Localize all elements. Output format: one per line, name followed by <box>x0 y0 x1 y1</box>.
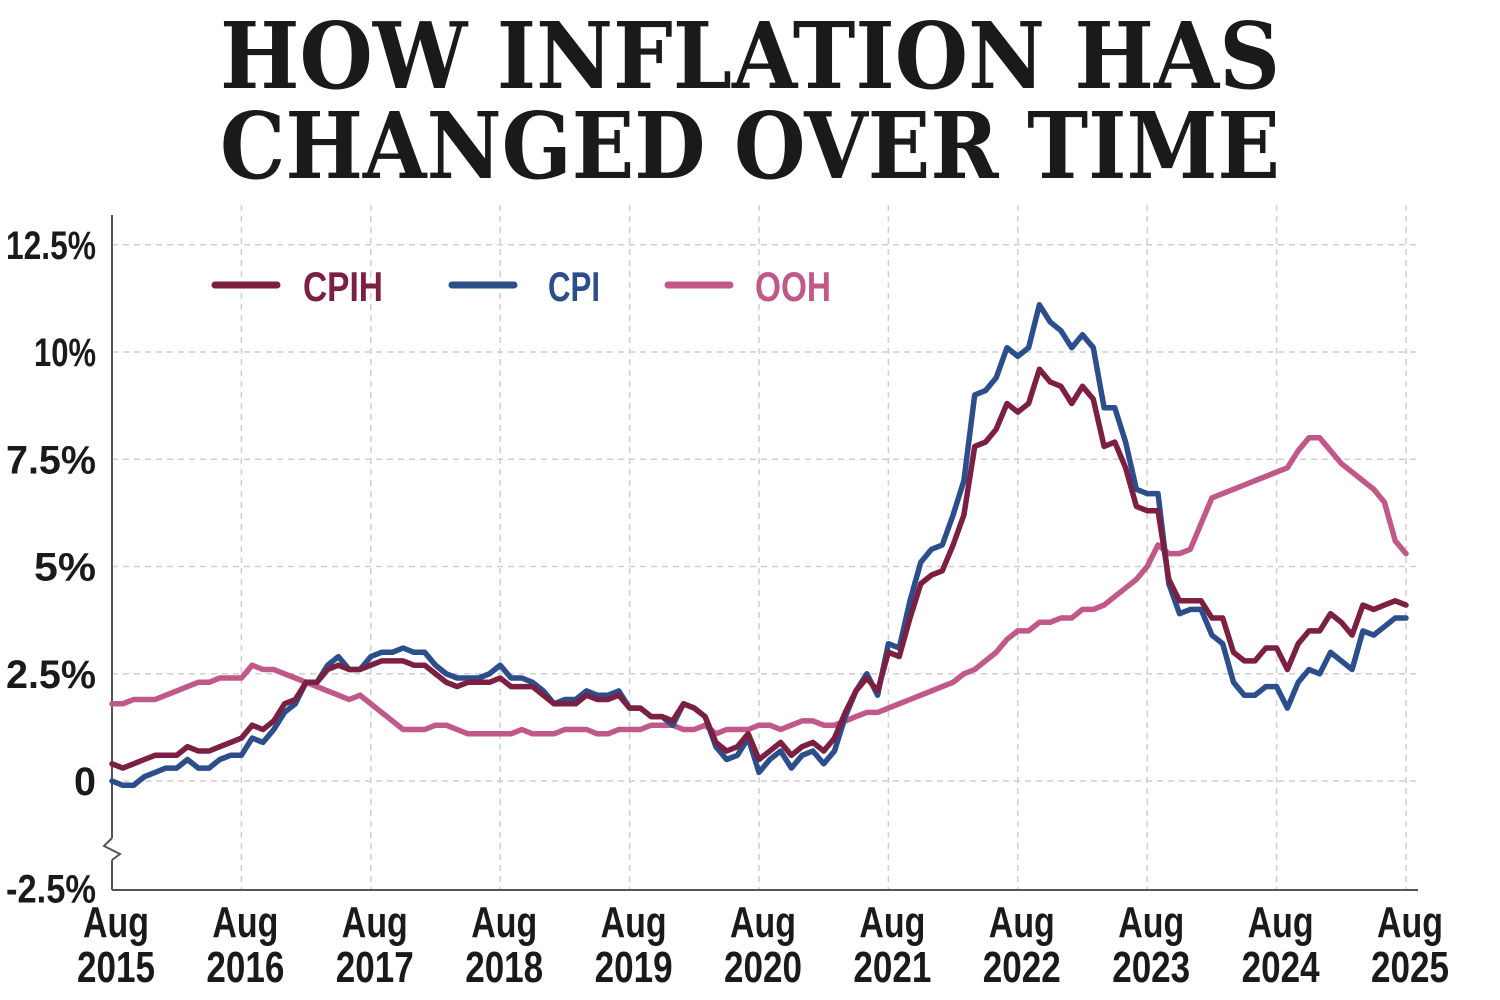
legend-label-cpih: CPIH <box>303 263 383 310</box>
series-lines <box>109 302 1409 789</box>
x-tick-month: Aug <box>212 898 278 947</box>
series-line-ooh <box>109 435 1409 737</box>
y-axis-break <box>102 837 122 861</box>
x-tick-month: Aug <box>730 898 796 947</box>
x-tick-year: 2024 <box>1242 943 1320 992</box>
x-tick-month: Aug <box>342 898 408 947</box>
x-tick-year: 2020 <box>724 943 802 992</box>
x-tick-month: Aug <box>471 898 537 947</box>
x-tick-month: Aug <box>1248 898 1314 947</box>
legend-label-cpi: CPI <box>548 263 600 310</box>
x-tick-year: 2022 <box>983 943 1061 992</box>
x-tick-month: Aug <box>83 898 149 947</box>
x-tick-month: Aug <box>601 898 667 947</box>
x-tick-year: 2021 <box>853 943 931 992</box>
y-tick-label: 12.5% <box>6 224 96 268</box>
y-axis-ticks: 12.5% 10% 7.5% 5% 2.5% 0 -2.5% <box>6 224 96 912</box>
chart-title-line-2: CHANGED OVER TIME <box>220 92 1280 200</box>
y-tick-label: -2.5% <box>6 867 96 911</box>
series-line-cpi <box>109 302 1409 789</box>
y-tick-label: 0 <box>74 760 96 804</box>
gridlines <box>112 205 1420 890</box>
x-tick-year: 2017 <box>336 943 414 992</box>
legend: CPIH CPI OOH <box>211 263 831 310</box>
x-axis-ticks: Aug2015Aug2016Aug2017Aug2018Aug2019Aug20… <box>77 898 1449 992</box>
y-tick-label: 10% <box>34 331 96 375</box>
x-tick-year: 2015 <box>77 943 155 992</box>
axes <box>102 215 1418 891</box>
y-tick-label: 5% <box>34 546 96 590</box>
x-tick-year: 2025 <box>1371 943 1449 992</box>
chart-title-line-1: HOW INFLATION HAS <box>220 2 1280 110</box>
x-tick-year: 2023 <box>1112 943 1190 992</box>
x-tick-year: 2019 <box>595 943 673 992</box>
series-line-cpih <box>109 366 1409 771</box>
x-tick-month: Aug <box>989 898 1055 947</box>
x-tick-month: Aug <box>1377 898 1443 947</box>
x-tick-year: 2018 <box>465 943 543 992</box>
x-tick-month: Aug <box>1118 898 1184 947</box>
x-tick-month: Aug <box>859 898 925 947</box>
y-tick-label: 2.5% <box>6 653 96 697</box>
legend-label-ooh: OOH <box>755 263 831 310</box>
y-tick-label: 7.5% <box>6 438 96 482</box>
x-tick-year: 2016 <box>206 943 284 992</box>
